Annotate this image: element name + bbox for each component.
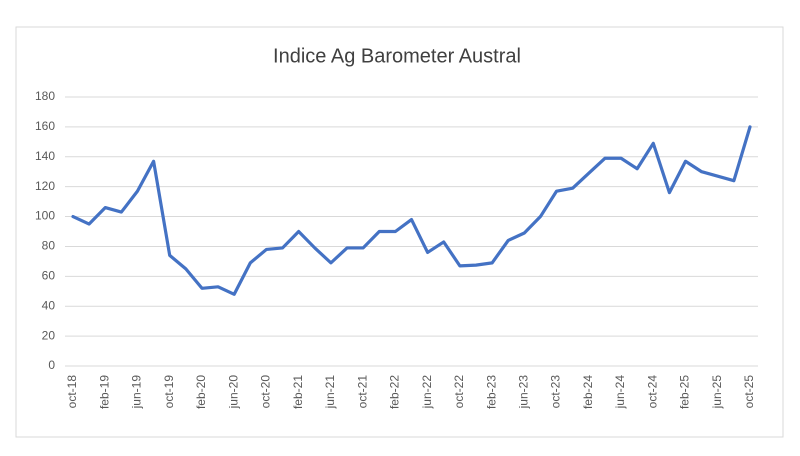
y-tick-label: 120 [35, 179, 55, 193]
x-tick-label: feb-19 [97, 375, 111, 409]
x-tick-label: oct-25 [742, 375, 756, 409]
chart-frame [15, 26, 784, 438]
x-tick-label: feb-20 [194, 375, 208, 409]
x-tick-label: feb-24 [581, 375, 595, 409]
x-tick-label: oct-19 [162, 375, 176, 409]
x-tick-label: jun-20 [226, 375, 240, 410]
x-tick-label: jun-23 [517, 375, 531, 410]
y-tick-label: 160 [35, 119, 55, 133]
chart-title: Indice Ag Barometer Austral [273, 45, 521, 67]
x-tick-label: oct-18 [65, 375, 79, 409]
x-tick-label: jun-22 [420, 375, 434, 410]
y-tick-label: 20 [42, 328, 56, 342]
y-tick-label: 100 [35, 209, 55, 223]
y-tick-label: 180 [35, 89, 55, 103]
x-tick-label: oct-24 [645, 375, 659, 409]
x-tick-label: jun-21 [323, 375, 337, 410]
x-tick-label: oct-23 [549, 375, 563, 409]
x-tick-label: jun-24 [613, 375, 627, 410]
y-tick-label: 40 [42, 298, 56, 312]
data-line [71, 125, 752, 296]
x-tick-label: jun-19 [130, 375, 144, 410]
x-tick-label: oct-21 [355, 375, 369, 409]
x-tick-label: jun-25 [710, 375, 724, 410]
y-tick-label: 0 [48, 358, 55, 372]
y-tick-label: 140 [35, 149, 55, 163]
x-tick-label: feb-22 [388, 375, 402, 409]
x-tick-label: feb-21 [291, 375, 305, 409]
y-tick-label: 60 [42, 269, 56, 283]
x-tick-label: oct-22 [452, 375, 466, 409]
x-tick-label: feb-25 [678, 375, 692, 409]
x-tick-label: oct-20 [259, 375, 273, 409]
y-tick-label: 80 [42, 239, 56, 253]
x-tick-label: feb-23 [484, 375, 498, 409]
